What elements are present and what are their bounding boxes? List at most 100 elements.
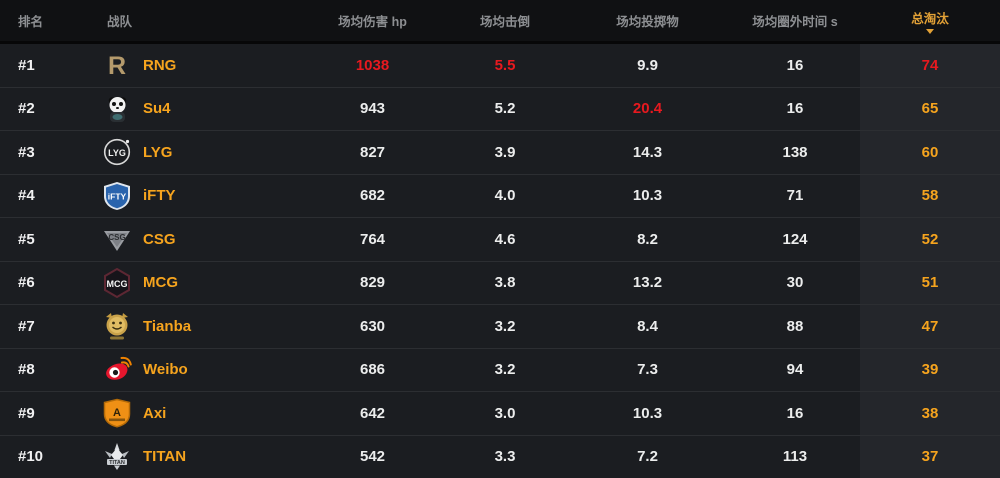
column-header-total-eliminations[interactable]: 总淘汰	[860, 8, 1000, 34]
avg-knockdowns-cell: 3.3	[494, 448, 516, 466]
total-elims-cell: 52	[860, 218, 1000, 261]
team-logo-mcg-icon: MCG	[102, 267, 132, 298]
team-logo-axi-icon: A	[102, 398, 132, 428]
table-row[interactable]: #10 TITAN TITAN 542 3.3 7.2 113 37	[0, 434, 1000, 478]
avg-outside-zone-cell: 113	[782, 448, 808, 466]
svg-text:MCG: MCG	[107, 279, 128, 289]
avg-damage-cell: 827	[359, 143, 386, 161]
table-row[interactable]: #2 Su4 943 5.2 20.4 16 65	[0, 86, 1000, 130]
team-name: MCG	[143, 274, 178, 292]
team-cell: A Axi	[62, 392, 300, 435]
rank-cell: #9	[18, 404, 35, 422]
svg-text:iFTY: iFTY	[108, 191, 127, 201]
avg-throwables-cell: 10.3	[632, 187, 663, 205]
avg-damage-cell: 764	[359, 230, 386, 248]
rank-cell: #7	[18, 317, 35, 335]
team-logo-su4-icon	[102, 94, 132, 124]
svg-text:TITAN: TITAN	[109, 460, 125, 466]
avg-throwables-cell: 10.3	[632, 404, 663, 422]
team-cell: R RNG	[62, 44, 300, 87]
avg-outside-zone-cell: 16	[786, 56, 804, 74]
team-name: Tianba	[143, 317, 192, 335]
team-name: CSG	[143, 230, 176, 248]
svg-text:LYG: LYG	[108, 148, 126, 158]
team-logo-titan-icon: TITAN	[102, 442, 132, 472]
team-logo-ifty-icon: iFTY	[102, 181, 132, 211]
avg-damage-cell: 686	[359, 361, 386, 379]
team-cell: Tianba	[62, 305, 300, 348]
team-cell: Weibo	[62, 349, 300, 392]
column-header-avg-knockdowns[interactable]: 场均击倒	[479, 15, 530, 29]
team-logo-rng-icon: R	[102, 50, 132, 80]
table-row[interactable]: #8 Weibo 686 3.2 7.3 94 39	[0, 347, 1000, 392]
column-header-avg-damage[interactable]: 场均伤害 hp	[338, 15, 407, 29]
total-elims-cell: 39	[860, 348, 1000, 391]
rank-cell: #6	[18, 274, 35, 292]
team-name: TITAN	[143, 448, 187, 466]
team-logo-tianba-icon	[102, 311, 132, 341]
avg-outside-zone-cell: 16	[786, 100, 804, 118]
team-name: Weibo	[143, 361, 188, 379]
svg-text:CSG: CSG	[108, 233, 125, 242]
total-elims-cell: 58	[860, 174, 1000, 217]
team-logo-weibo-icon	[102, 355, 132, 385]
avg-outside-zone-cell: 30	[786, 274, 804, 292]
avg-outside-zone-cell: 71	[786, 187, 804, 205]
table-row[interactable]: #4 iFTY iFTY 682 4.0 10.3 71 58	[0, 173, 1000, 217]
table-row[interactable]: #5 CSG CSG 764 4.6 8.2 124 52	[0, 217, 1000, 261]
total-elims-cell: 51	[860, 261, 1000, 304]
column-header-team[interactable]: 战队	[107, 15, 133, 29]
avg-throwables-cell: 8.4	[637, 317, 658, 335]
avg-knockdowns-cell: 3.2	[494, 361, 516, 379]
table-header: 排名 战队 场均伤害 hp 场均击倒 场均投掷物 场均圈外时间 s 总淘汰	[0, 0, 1000, 41]
avg-outside-zone-cell: 16	[786, 404, 804, 422]
sort-descending-icon	[926, 28, 934, 34]
avg-outside-zone-cell: 138	[782, 143, 808, 161]
table-row[interactable]: #6 MCG MCG 829 3.8 13.2 30 51	[0, 260, 1000, 304]
column-header-total-eliminations-label: 总淘汰	[911, 11, 949, 26]
rank-cell: #4	[18, 187, 35, 205]
total-elims-cell: 65	[860, 87, 1000, 130]
team-cell: TITAN TITAN	[62, 436, 300, 478]
rank-cell: #3	[18, 143, 35, 161]
avg-knockdowns-cell: 5.5	[494, 56, 516, 74]
table-row[interactable]: #7 Tianba 630 3.2 8.4 88 47	[0, 304, 1000, 348]
total-elims-cell: 38	[860, 392, 1000, 435]
total-elims-cell: 60	[860, 131, 1000, 174]
avg-throwables-cell: 14.3	[632, 143, 663, 161]
avg-throwables-cell: 7.3	[637, 361, 658, 379]
avg-throwables-cell: 13.2	[632, 274, 663, 292]
rank-cell: #8	[18, 361, 35, 379]
table-row[interactable]: #3 LYG LYG 827 3.9 14.3 138 60	[0, 130, 1000, 174]
table-row[interactable]: #1 R RNG 1038 5.5 9.9 16 74	[0, 41, 1000, 87]
avg-knockdowns-cell: 5.2	[494, 100, 516, 118]
team-name: RNG	[143, 56, 177, 74]
avg-damage-cell: 943	[359, 100, 386, 118]
avg-knockdowns-cell: 3.2	[494, 317, 516, 335]
avg-knockdowns-cell: 3.8	[494, 274, 516, 292]
avg-damage-cell: 1038	[355, 56, 390, 74]
column-header-avg-outside-zone-time[interactable]: 场均圈外时间 s	[752, 15, 838, 29]
rank-cell: #5	[18, 230, 35, 248]
column-header-avg-throwables[interactable]: 场均投掷物	[616, 15, 679, 29]
team-name: Axi	[143, 404, 167, 422]
avg-throwables-cell: 8.2	[637, 230, 658, 248]
team-cell: LYG LYG	[62, 131, 300, 174]
avg-knockdowns-cell: 3.0	[494, 404, 516, 422]
avg-damage-cell: 642	[359, 404, 386, 422]
avg-damage-cell: 682	[359, 187, 386, 205]
total-elims-cell: 47	[860, 305, 1000, 348]
avg-outside-zone-cell: 124	[782, 230, 808, 248]
team-cell: CSG CSG	[62, 218, 300, 261]
avg-throwables-cell: 7.2	[637, 448, 658, 466]
table-row[interactable]: #9 A Axi 642 3.0 10.3 16 38	[0, 391, 1000, 435]
avg-knockdowns-cell: 3.9	[494, 143, 516, 161]
avg-outside-zone-cell: 94	[786, 361, 804, 379]
team-logo-csg-icon: CSG	[102, 224, 132, 254]
column-header-rank[interactable]: 排名	[18, 15, 44, 29]
team-name: LYG	[143, 143, 173, 161]
avg-knockdowns-cell: 4.0	[494, 187, 516, 205]
table-body: #1 R RNG 1038 5.5 9.9 16 74 #2 Su4 943 5…	[0, 41, 1000, 478]
avg-throwables-cell: 20.4	[632, 100, 663, 118]
